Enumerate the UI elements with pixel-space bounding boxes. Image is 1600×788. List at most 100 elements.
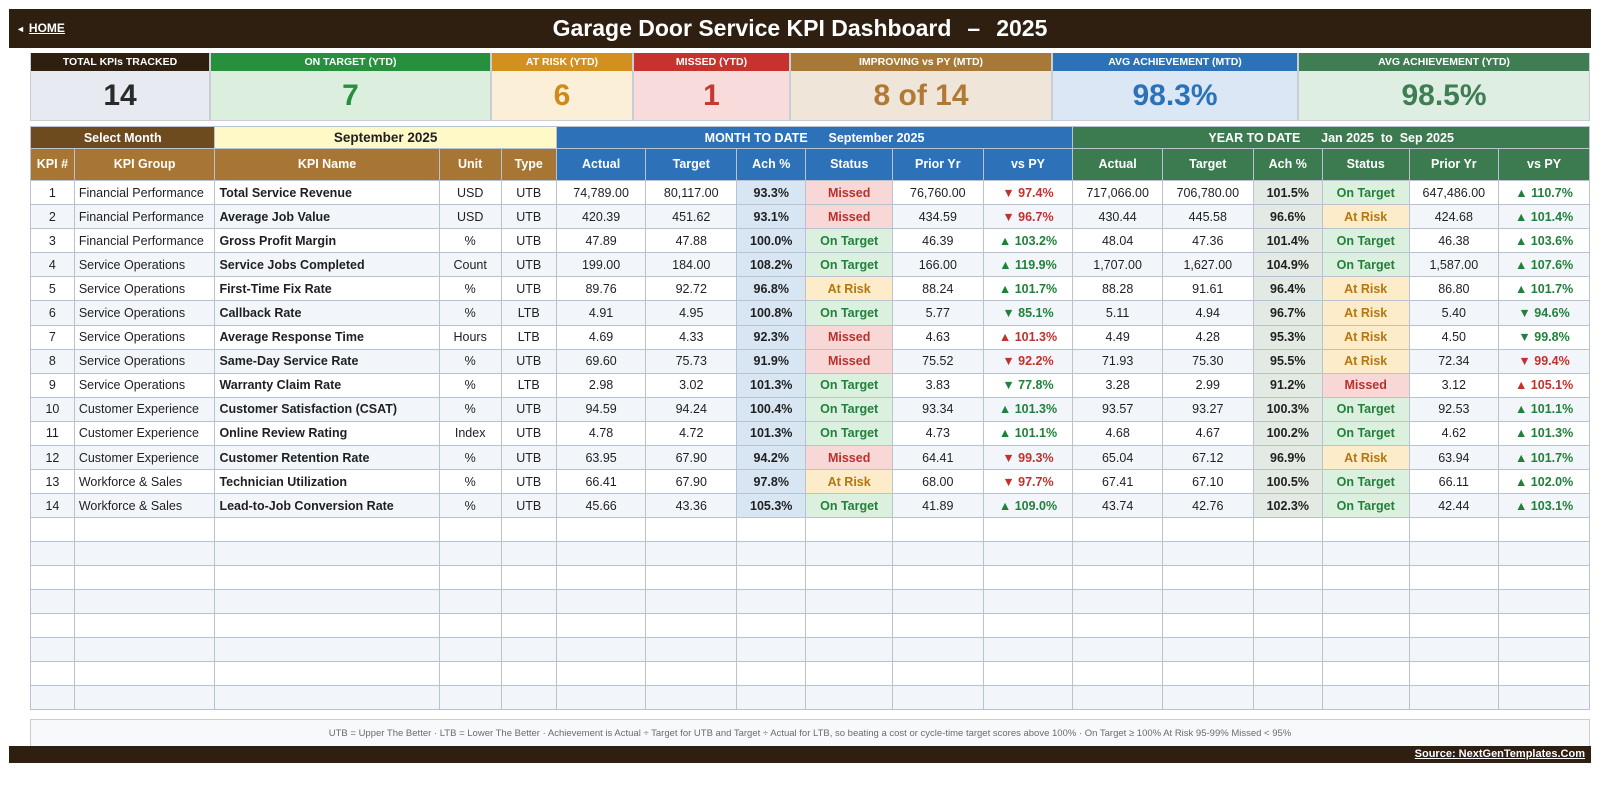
empty-cell <box>1321 589 1410 615</box>
empty-cell <box>645 613 738 639</box>
empty-cell <box>555 517 647 543</box>
mtd-actual: 45.66 <box>555 493 647 519</box>
empty-cell <box>891 661 984 687</box>
kpi-number: 7 <box>30 324 75 350</box>
type: UTB <box>500 493 557 519</box>
month-selector[interactable]: September 2025 <box>214 126 557 149</box>
kpi-name: Total Service Revenue <box>214 179 440 206</box>
empty-cell <box>805 541 893 567</box>
kpi-name: Same-Day Service Rate <box>214 348 440 374</box>
ytd-vs-py: ▲ 107.6% <box>1498 252 1590 278</box>
mtd-prior: 76,760.00 <box>891 179 984 206</box>
mtd-target: 4.72 <box>645 420 738 447</box>
mtd-vs-py: ▼ 97.7% <box>982 469 1074 495</box>
empty-cell <box>555 637 647 663</box>
kpi-name: Warranty Claim Rate <box>214 372 440 398</box>
unit: % <box>438 469 502 495</box>
empty-cell <box>891 565 984 591</box>
section-band-row: Select Month September 2025 MONTH TO DAT… <box>29 126 1590 149</box>
ytd-ach: 101.4% <box>1252 228 1323 254</box>
empty-cell <box>805 613 893 639</box>
mtd-prior: 4.73 <box>891 420 984 447</box>
ytd-prior: 5.40 <box>1408 300 1500 326</box>
ytd-period-to-word: to <box>1380 130 1393 145</box>
table-row: 2 Financial Performance Average Job Value U… <box>30 204 1590 230</box>
home-link[interactable]: ◄ HOME <box>16 21 65 35</box>
kpi-card-label: IMPROVING vs PY (MTD) <box>791 53 1051 71</box>
kpi-group: Customer Experience <box>73 396 216 422</box>
ytd-prior: 647,486.00 <box>1408 179 1500 206</box>
mtd-status-header: Status <box>805 148 893 181</box>
kpi-card-value: 98.3% <box>1132 79 1218 112</box>
table-row: 8 Service Operations Same-Day Service Rate… <box>30 348 1590 374</box>
empty-cell <box>1072 565 1163 591</box>
empty-cell <box>1161 517 1254 543</box>
mtd-target: 92.72 <box>645 276 738 302</box>
mtd-prior: 41.89 <box>891 493 984 519</box>
empty-cell <box>1498 613 1590 639</box>
kpi-card-label: AT RISK (YTD) <box>492 53 632 71</box>
ytd-ach: 96.7% <box>1252 300 1323 326</box>
mtd-status: Missed <box>805 348 893 374</box>
type: UTB <box>500 396 557 422</box>
ytd-vs-py: ▲ 101.3% <box>1498 420 1590 447</box>
empty-cell <box>73 613 216 639</box>
empty-cell <box>1072 637 1163 663</box>
mtd-target: 80,117.00 <box>645 179 738 206</box>
ytd-prior: 1,587.00 <box>1408 252 1500 278</box>
empty-cell <box>891 517 984 543</box>
kpi-number: 5 <box>30 276 75 302</box>
empty-cell <box>1072 589 1163 615</box>
ytd-ach: 96.6% <box>1252 204 1323 230</box>
kpi-number: 2 <box>30 204 75 230</box>
mtd-status: On Target <box>805 300 893 326</box>
ytd-target: 4.94 <box>1161 300 1254 326</box>
type-header: Type <box>500 148 557 181</box>
empty-cell <box>500 517 557 543</box>
empty-table-row <box>30 685 1590 711</box>
mtd-prior: 88.24 <box>891 276 984 302</box>
empty-cell <box>1498 661 1590 687</box>
empty-cell <box>1498 685 1590 711</box>
ytd-ach-header: Ach % <box>1252 148 1323 181</box>
ytd-prior: 66.11 <box>1408 469 1500 495</box>
empty-cell <box>73 661 216 687</box>
empty-table-row <box>30 661 1590 687</box>
empty-cell <box>555 541 647 567</box>
empty-cell <box>30 637 75 663</box>
ytd-vs-py: ▲ 101.7% <box>1498 276 1590 302</box>
kpi-number: 8 <box>30 348 75 374</box>
empty-cell <box>500 565 557 591</box>
source-link[interactable]: Source: NextGenTemplates.Com <box>1414 748 1585 760</box>
ytd-ach: 100.5% <box>1252 469 1323 495</box>
kpi-group: Service Operations <box>73 300 216 326</box>
empty-cell <box>1408 541 1500 567</box>
kpi-number: 12 <box>30 445 75 471</box>
ytd-ach: 91.2% <box>1252 372 1323 398</box>
ytd-vs-py: ▼ 99.8% <box>1498 324 1590 350</box>
empty-cell <box>438 565 502 591</box>
empty-cell <box>73 517 216 543</box>
mtd-vs-py: ▲ 109.0% <box>982 493 1074 519</box>
empty-cell <box>982 637 1074 663</box>
ytd-actual-header: Actual <box>1072 148 1163 181</box>
ytd-actual: 65.04 <box>1072 445 1163 471</box>
empty-cell <box>1408 565 1500 591</box>
kpi-card: MISSED (YTD) 1 <box>633 53 790 121</box>
mtd-target: 4.33 <box>645 324 738 350</box>
ytd-label: YEAR TO DATE <box>1208 130 1301 145</box>
kpi-card-value: 98.5% <box>1401 79 1487 112</box>
mtd-prior: 68.00 <box>891 469 984 495</box>
empty-cell <box>555 661 647 687</box>
ytd-actual: 4.68 <box>1072 420 1163 447</box>
mtd-actual: 74,789.00 <box>555 179 647 206</box>
empty-cell <box>1252 661 1323 687</box>
ytd-status: Missed <box>1321 372 1410 398</box>
mtd-status: On Target <box>805 252 893 278</box>
kpi-card: TOTAL KPIs TRACKED 14 <box>30 53 210 121</box>
kpi-card-label: MISSED (YTD) <box>634 53 789 71</box>
empty-cell <box>73 589 216 615</box>
empty-cell <box>1498 589 1590 615</box>
empty-cell <box>736 565 807 591</box>
mtd-ach: 100.0% <box>736 228 807 254</box>
